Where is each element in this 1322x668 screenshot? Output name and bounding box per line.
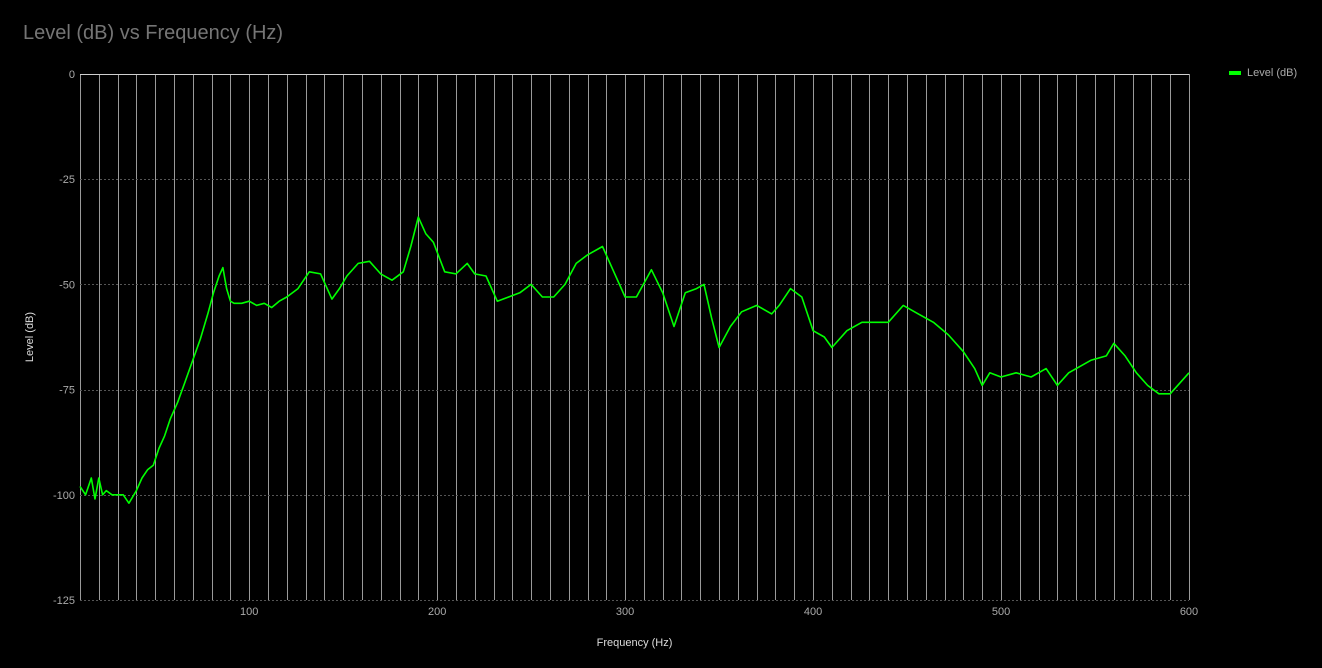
x-tick-label: 400: [804, 606, 822, 618]
legend-label: Level (dB): [1247, 67, 1298, 79]
y-axis-label: Level (dB): [24, 312, 36, 362]
y-tick-label: -25: [59, 174, 75, 186]
y-tick-label: 0: [69, 69, 75, 81]
legend[interactable]: Level (dB): [1229, 67, 1297, 79]
chart-title: Level (dB) vs Frequency (Hz): [23, 22, 284, 44]
series-line: [79, 216, 1190, 505]
x-tick-label: 200: [428, 606, 446, 618]
legend-swatch: [1229, 71, 1241, 75]
y-tick-label: -125: [53, 595, 75, 607]
y-tick-label: -75: [59, 385, 75, 397]
x-tick-label: 300: [616, 606, 634, 618]
x-tick-label: 600: [1180, 606, 1198, 618]
x-tick-label: 500: [992, 606, 1010, 618]
x-tick-label: 100: [240, 606, 258, 618]
y-tick-label: -100: [53, 490, 75, 502]
x-axis-label: Frequency (Hz): [597, 637, 673, 649]
y-tick-label: -50: [59, 279, 75, 291]
